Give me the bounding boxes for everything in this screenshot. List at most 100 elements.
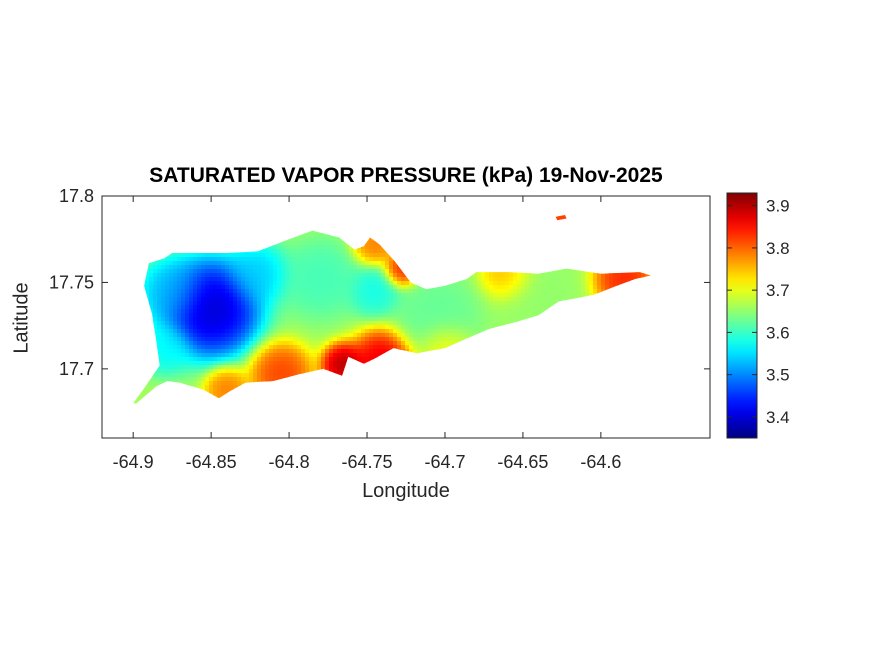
- heatmap-cell: [325, 257, 330, 262]
- heatmap-cell: [149, 301, 154, 306]
- heatmap-cell: [197, 253, 202, 258]
- heatmap-cell: [305, 237, 310, 242]
- heatmap-cell: [221, 269, 226, 274]
- heatmap-cell: [273, 265, 278, 270]
- heatmap-cell: [465, 321, 470, 326]
- heatmap-cell: [333, 281, 338, 286]
- heatmap-cell: [217, 293, 222, 298]
- heatmap-cell: [385, 285, 390, 290]
- heatmap-cell: [169, 309, 174, 314]
- heatmap-cell: [445, 309, 450, 314]
- heatmap-cell: [513, 281, 518, 286]
- heatmap-cell: [369, 345, 374, 350]
- heatmap-cell: [481, 317, 486, 322]
- heatmap-cell: [257, 257, 262, 262]
- heatmap-cell: [293, 237, 298, 242]
- heatmap-cell: [329, 361, 334, 366]
- heatmap-cell: [173, 305, 178, 310]
- heatmap-cell: [425, 289, 430, 294]
- heatmap-cell: [497, 293, 502, 298]
- heatmap-cell: [409, 333, 414, 338]
- heatmap-cell: [457, 333, 462, 338]
- heatmap-cell: [197, 305, 202, 310]
- heatmap-cell: [273, 305, 278, 310]
- heatmap-cell: [249, 293, 254, 298]
- heatmap-cell: [165, 277, 170, 282]
- heatmap-cell: [333, 293, 338, 298]
- heatmap-cell: [213, 313, 218, 318]
- heatmap-cell: [209, 277, 214, 282]
- heatmap-cell: [265, 357, 270, 362]
- heatmap-cell: [313, 233, 318, 238]
- heatmap-cell: [329, 241, 334, 246]
- heatmap-cell: [245, 321, 250, 326]
- heatmap-cell: [289, 273, 294, 278]
- heatmap-cell: [341, 349, 346, 354]
- heatmap-cell: [373, 253, 378, 258]
- heatmap-cell: [301, 233, 306, 238]
- heatmap-cell: [293, 329, 298, 334]
- heatmap-cell: [293, 357, 298, 362]
- heatmap-cell: [313, 341, 318, 346]
- heatmap-cell: [309, 289, 314, 294]
- heatmap-cell: [537, 309, 542, 314]
- heatmap-cell: [389, 337, 394, 342]
- heatmap-cell: [413, 345, 418, 350]
- heatmap-cell: [277, 333, 282, 338]
- heatmap-cell: [337, 301, 342, 306]
- heatmap-cell: [149, 281, 154, 286]
- heatmap-cell: [589, 285, 594, 290]
- heatmap-cell: [389, 261, 394, 266]
- heatmap-cell: [265, 285, 270, 290]
- heatmap-cell: [473, 313, 478, 318]
- heatmap-cell: [301, 289, 306, 294]
- heatmap-cell: [357, 273, 362, 278]
- heatmap-cell: [349, 297, 354, 302]
- heatmap-cell: [317, 261, 322, 266]
- heatmap-cell: [297, 289, 302, 294]
- heatmap-cell: [449, 321, 454, 326]
- heatmap-cell: [413, 349, 418, 354]
- heatmap-cell: [277, 337, 282, 342]
- heatmap-cell: [221, 341, 226, 346]
- heatmap-cell: [309, 365, 314, 370]
- heatmap-cell: [161, 289, 166, 294]
- heatmap-cell: [325, 249, 330, 254]
- heatmap-cell: [273, 365, 278, 370]
- heatmap-cell: [593, 289, 598, 294]
- heatmap-cell: [149, 269, 154, 274]
- heatmap-cell: [257, 289, 262, 294]
- heatmap-cell: [497, 285, 502, 290]
- heatmap-cell: [577, 281, 582, 286]
- heatmap-cell: [317, 341, 322, 346]
- heatmap-cell: [273, 253, 278, 258]
- heatmap-cell: [329, 297, 334, 302]
- heatmap-cell: [285, 357, 290, 362]
- heatmap-cell: [349, 349, 354, 354]
- heatmap-cell: [589, 277, 594, 282]
- heatmap-cell: [157, 285, 162, 290]
- heatmap-cell: [341, 333, 346, 338]
- heatmap-cell: [445, 313, 450, 318]
- heatmap-cell: [321, 321, 326, 326]
- heatmap-cell: [213, 301, 218, 306]
- heatmap-cell: [241, 301, 246, 306]
- heatmap-cell: [573, 289, 578, 294]
- heatmap-cell: [269, 309, 274, 314]
- heatmap-cell: [197, 309, 202, 314]
- heatmap-cell: [153, 313, 158, 318]
- heatmap-cell: [189, 293, 194, 298]
- heatmap-cell: [209, 365, 214, 370]
- heatmap-cell: [269, 297, 274, 302]
- heatmap-cell: [561, 289, 566, 294]
- heatmap-cell: [185, 345, 190, 350]
- heatmap-cell: [177, 329, 182, 334]
- heatmap-cell: [473, 297, 478, 302]
- heatmap-cell: [201, 257, 206, 262]
- heatmap-cell: [321, 289, 326, 294]
- heatmap-cell: [265, 353, 270, 358]
- heatmap-cell: [301, 313, 306, 318]
- heatmap-cell: [213, 309, 218, 314]
- heatmap-cell: [349, 313, 354, 318]
- heatmap-cell: [581, 285, 586, 290]
